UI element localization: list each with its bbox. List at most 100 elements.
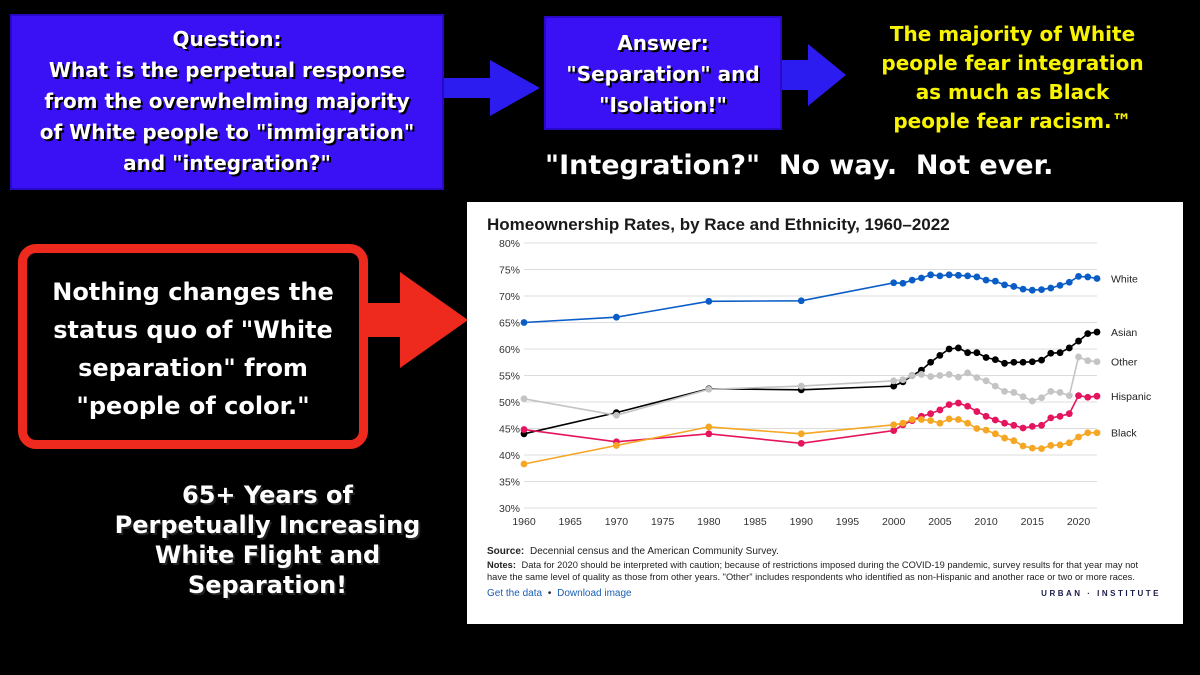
data-point-white bbox=[1028, 286, 1036, 294]
data-point-asian bbox=[1084, 330, 1092, 338]
homeownership-chart: Homeownership Rates, by Race and Ethnici… bbox=[487, 215, 1159, 599]
data-point-asian bbox=[991, 356, 999, 363]
status-quo-line: status quo of "White bbox=[53, 316, 333, 344]
series-line-white bbox=[523, 273, 1098, 324]
data-point-other bbox=[1047, 388, 1055, 395]
status-quo-line: separation" from bbox=[78, 354, 308, 382]
data-point-other bbox=[973, 374, 981, 382]
data-point-other bbox=[918, 371, 925, 378]
data-point-white bbox=[1001, 281, 1008, 289]
data-point-asian bbox=[1065, 344, 1073, 352]
data-point-hispanic bbox=[991, 416, 999, 424]
data-point-other bbox=[964, 369, 972, 377]
data-point-white bbox=[927, 271, 935, 279]
data-point-black bbox=[918, 416, 925, 423]
data-point-black bbox=[1028, 444, 1036, 452]
data-point-black bbox=[520, 460, 528, 468]
y-tick-label: 45% bbox=[499, 424, 520, 436]
data-point-asian bbox=[1056, 349, 1064, 357]
data-point-asian bbox=[927, 358, 935, 366]
x-tick-label: 1980 bbox=[697, 516, 721, 528]
data-point-white bbox=[1010, 283, 1018, 290]
data-point-white bbox=[1056, 282, 1064, 289]
white-flight-line: White Flight and bbox=[154, 541, 381, 569]
data-point-other bbox=[899, 376, 907, 384]
y-axis-ticks: 30% 35% 40% 45% 50% 55% 60% 65% 70% 75% 80% bbox=[499, 238, 520, 515]
data-point-hispanic bbox=[890, 427, 898, 435]
data-point-black bbox=[705, 423, 713, 431]
data-point-other bbox=[1028, 397, 1036, 405]
data-point-other bbox=[890, 377, 898, 385]
data-point-asian bbox=[1093, 328, 1101, 336]
data-point-white bbox=[1093, 275, 1101, 282]
question-line: from the overwhelming majority bbox=[44, 89, 410, 113]
data-point-hispanic bbox=[1019, 424, 1027, 432]
yellow-line: The majority of White bbox=[889, 22, 1136, 46]
data-point-other bbox=[797, 382, 805, 390]
data-point-black bbox=[945, 415, 953, 423]
status-quo-line: "people of color." bbox=[76, 392, 310, 420]
data-point-white bbox=[1065, 278, 1073, 286]
question-line: What is the perpetual response bbox=[48, 58, 406, 82]
x-tick-label: 1965 bbox=[559, 516, 583, 528]
data-point-black bbox=[1065, 439, 1073, 447]
data-point-asian bbox=[1010, 358, 1018, 366]
data-point-asian bbox=[1038, 356, 1045, 364]
data-point-other bbox=[908, 372, 916, 379]
data-point-other bbox=[1038, 394, 1045, 402]
status-quo-box: Nothing changes the status quo of "White… bbox=[18, 244, 368, 449]
data-point-black bbox=[1084, 429, 1092, 437]
notes-label: Notes: bbox=[487, 560, 516, 570]
data-point-asian bbox=[890, 382, 898, 390]
data-point-other bbox=[613, 411, 620, 419]
data-point-white bbox=[945, 271, 953, 279]
data-point-asian bbox=[973, 349, 981, 357]
chart-title: Homeownership Rates, by Race and Ethnici… bbox=[487, 215, 950, 234]
data-point-black bbox=[908, 416, 916, 423]
data-point-hispanic bbox=[954, 399, 962, 407]
white-flight-line: 65+ Years of bbox=[182, 481, 353, 509]
data-point-hispanic bbox=[520, 426, 528, 433]
data-point-white bbox=[705, 297, 713, 305]
data-point-hispanic bbox=[936, 406, 944, 414]
get-data-link[interactable]: Get the data bbox=[487, 588, 542, 599]
data-point-hispanic bbox=[1065, 410, 1073, 418]
data-point-hispanic bbox=[1056, 412, 1064, 420]
y-tick-label: 75% bbox=[499, 265, 520, 277]
source-note: Source: Decennial census and the America… bbox=[487, 546, 779, 557]
data-point-hispanic bbox=[797, 439, 805, 447]
y-tick-label: 70% bbox=[499, 291, 520, 303]
data-point-black bbox=[613, 442, 620, 449]
answer-line: "Isolation!" bbox=[599, 93, 727, 117]
right-arrow-icon bbox=[444, 60, 540, 116]
data-point-other bbox=[936, 372, 944, 379]
data-point-black bbox=[1047, 442, 1055, 449]
data-point-white bbox=[1038, 286, 1045, 294]
download-image-link[interactable]: Download image bbox=[557, 588, 632, 599]
x-tick-label: 1995 bbox=[836, 516, 860, 528]
status-quo-line: Nothing changes the bbox=[52, 278, 334, 306]
data-point-black bbox=[991, 430, 999, 438]
data-point-asian bbox=[1001, 359, 1008, 367]
x-tick-label: 1985 bbox=[743, 516, 767, 528]
data-point-black bbox=[1001, 434, 1008, 442]
data-point-black bbox=[890, 421, 898, 429]
data-point-white bbox=[1075, 272, 1082, 280]
data-point-other bbox=[1019, 393, 1027, 401]
data-point-other bbox=[520, 395, 528, 403]
data-point-other bbox=[954, 373, 962, 381]
data-point-black bbox=[1075, 433, 1082, 441]
data-point-black bbox=[899, 419, 907, 427]
y-tick-label: 35% bbox=[499, 477, 520, 489]
white-flight-statement: 65+ Years of Perpetually Increasing Whit… bbox=[80, 480, 455, 600]
data-point-hispanic bbox=[927, 410, 935, 418]
data-point-black bbox=[954, 416, 962, 423]
x-tick-label: 1975 bbox=[651, 516, 675, 528]
series-label-white: White bbox=[1111, 274, 1138, 286]
data-point-other bbox=[1065, 392, 1073, 400]
data-point-hispanic bbox=[973, 408, 981, 415]
x-tick-label: 1960 bbox=[512, 516, 536, 528]
series-line-hispanic bbox=[523, 394, 1098, 445]
data-point-asian bbox=[954, 344, 962, 352]
